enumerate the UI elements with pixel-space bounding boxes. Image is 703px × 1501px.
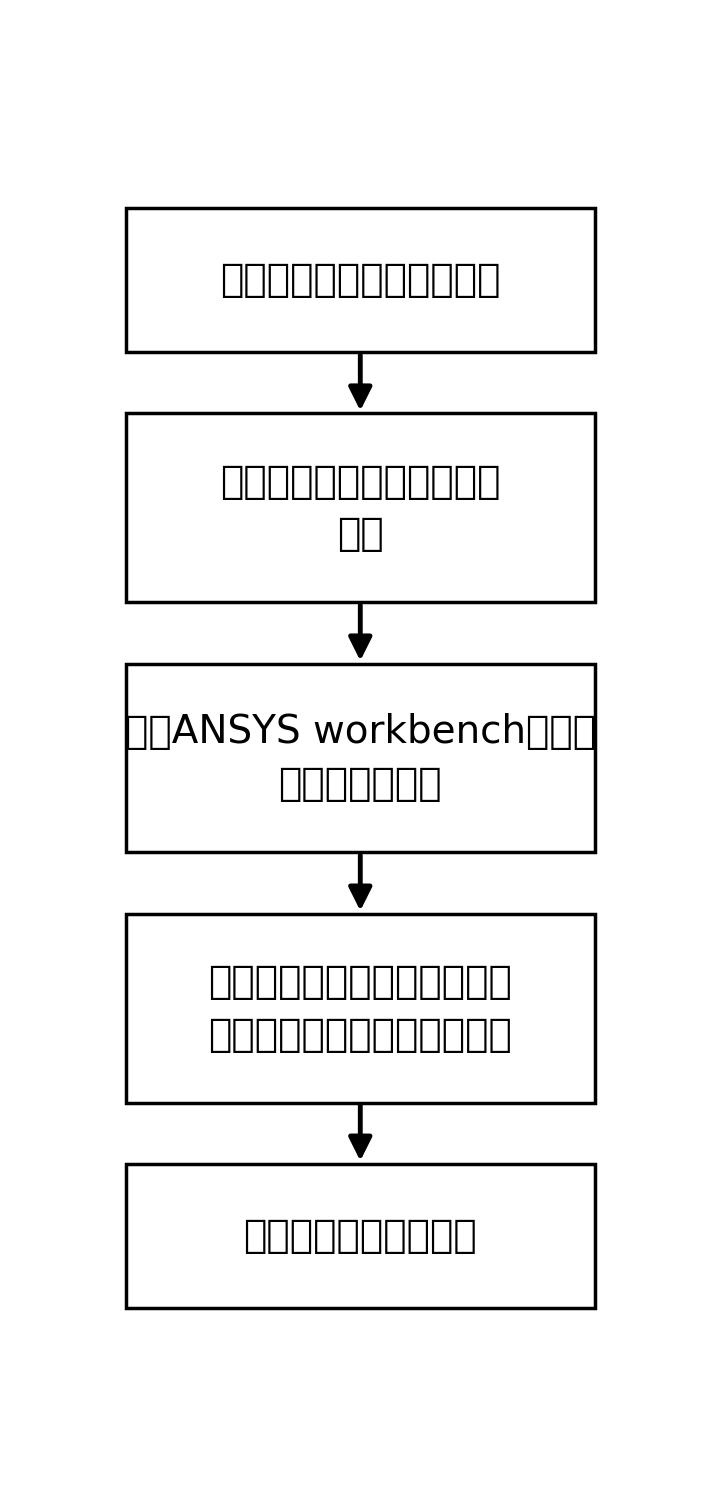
Bar: [126, 209, 595, 353]
Bar: [126, 914, 595, 1103]
Text: 基于ANSYS workbench的传感: 基于ANSYS workbench的传感: [124, 713, 596, 750]
Bar: [126, 413, 595, 602]
Text: 的施加及直接耦合仿真的设置: 的施加及直接耦合仿真的设置: [208, 1016, 512, 1054]
Text: 器建模及前处理: 器建模及前处理: [278, 766, 442, 803]
Text: 温度、压力和振动等环境载荷: 温度、压力和振动等环境载荷: [208, 962, 512, 1001]
Text: 仿真求解和结果后处理: 仿真求解和结果后处理: [243, 1217, 477, 1255]
Bar: [126, 1163, 595, 1307]
Text: 拓展: 拓展: [337, 515, 384, 554]
Text: 单周期时域信号进行多周期: 单周期时域信号进行多周期: [220, 462, 501, 500]
Bar: [126, 663, 595, 853]
Text: 频域信号向时域信号的转换: 频域信号向时域信号的转换: [220, 261, 501, 299]
